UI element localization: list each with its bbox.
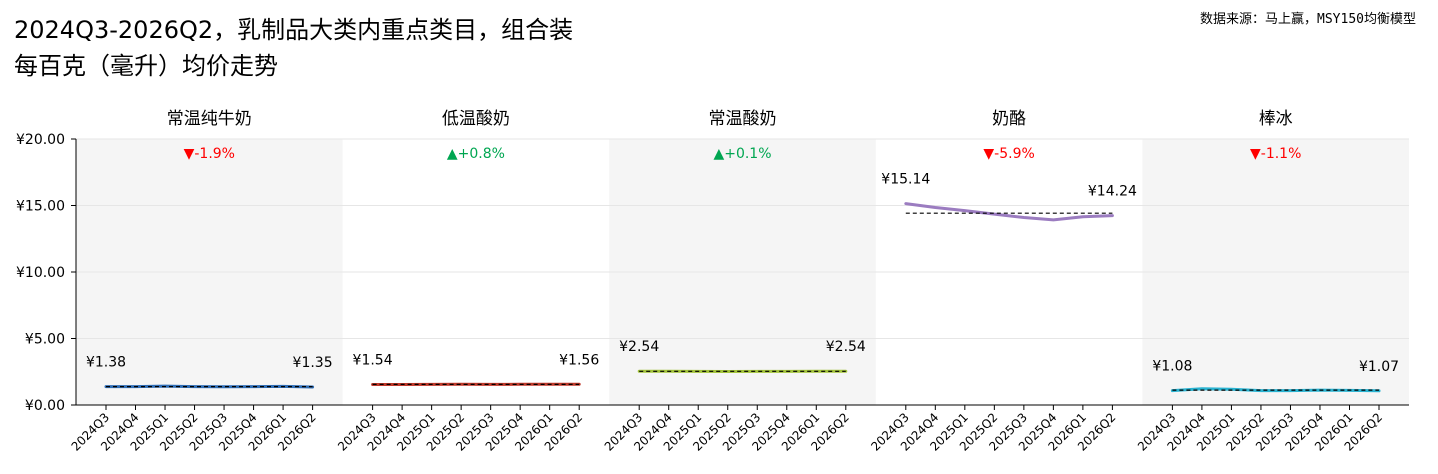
source-note: 数据来源：马上赢，MSY150均衡模型 xyxy=(1200,12,1416,27)
end-value-label: ¥1.35 xyxy=(293,355,333,371)
series-line xyxy=(1170,387,1381,393)
end-value-label: ¥14.24 xyxy=(1088,184,1137,200)
change-label: ▲+0.1% xyxy=(713,146,771,162)
change-label: ▼-5.9% xyxy=(983,146,1034,162)
start-value-label: ¥1.38 xyxy=(86,355,126,371)
y-tick-label: ¥5.00 xyxy=(25,332,65,348)
end-value-label: ¥2.54 xyxy=(826,339,866,355)
start-value-label: ¥1.54 xyxy=(353,353,393,369)
panel-title: 低温酸奶 xyxy=(442,109,510,129)
start-value-label: ¥15.14 xyxy=(881,172,930,188)
change-label: ▼-1.1% xyxy=(1250,146,1301,162)
end-value-label: ¥1.56 xyxy=(559,352,599,368)
page-title: 2024Q3-2026Q2，乳制品大类内重点类目，组合装 每百克（毫升）均价走势 xyxy=(14,16,574,80)
panel-title: 棒冰 xyxy=(1259,109,1293,129)
y-tick-label: ¥15.00 xyxy=(16,199,65,215)
panel-title: 常温纯牛奶 xyxy=(167,109,252,129)
series-line xyxy=(104,384,315,389)
start-value-label: ¥2.54 xyxy=(619,339,659,355)
y-tick-label: ¥20.00 xyxy=(16,132,65,148)
end-value-label: ¥1.07 xyxy=(1359,359,1399,375)
panel-title: 奶酪 xyxy=(992,109,1026,129)
y-tick-label: ¥10.00 xyxy=(16,265,65,281)
change-label: ▼-1.9% xyxy=(184,146,235,162)
change-label: ▲+0.8% xyxy=(447,146,505,162)
series-line xyxy=(904,202,1114,222)
start-value-label: ¥1.08 xyxy=(1152,359,1192,375)
y-tick-label: ¥0.00 xyxy=(25,398,65,414)
panel-title: 常温酸奶 xyxy=(709,109,777,129)
